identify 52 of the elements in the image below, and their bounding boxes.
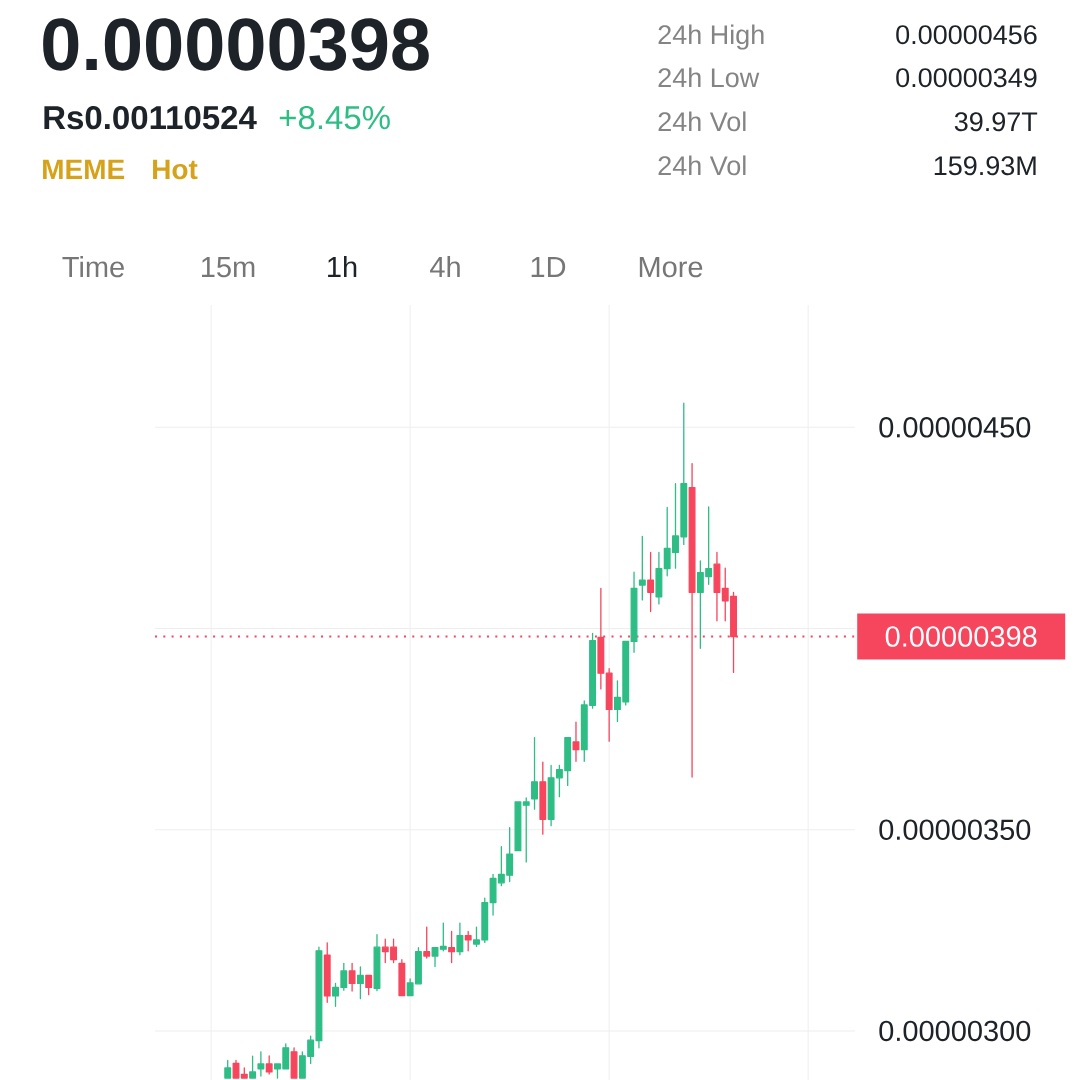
text: 1D	[531, 257, 566, 277]
candlestick	[547, 764, 555, 827]
text: 4h	[430, 255, 460, 277]
text: 24h High	[658, 24, 764, 50]
text: More	[639, 257, 703, 278]
text: 24h Vol	[658, 111, 746, 132]
candlestick	[224, 1059, 232, 1079]
text: Rs0.00110524	[44, 105, 257, 130]
candlestick	[423, 926, 431, 959]
candlestick	[531, 736, 538, 810]
candlestick	[655, 551, 663, 605]
candlestick	[514, 801, 522, 852]
text: 159.93M	[934, 156, 1036, 176]
y-tick-label: 0.00000300	[879, 1020, 1031, 1042]
candlestick	[232, 1059, 240, 1079]
candlestick	[398, 959, 406, 997]
ref-line-label: 0.00000398	[885, 626, 1037, 647]
candlestick	[464, 930, 472, 952]
text: 1h	[328, 255, 357, 277]
candlestick	[456, 922, 464, 956]
candlestick	[356, 966, 364, 1000]
chart-title: 0.00000398	[43, 18, 429, 71]
candlestick	[630, 571, 638, 653]
candlestick	[323, 942, 331, 1003]
candlestick	[647, 551, 655, 613]
text: 39.97T	[954, 112, 1038, 132]
candlestick	[572, 721, 580, 762]
text: Time	[62, 255, 124, 278]
candlestick	[249, 1055, 257, 1079]
candlestick	[365, 974, 373, 996]
text: 0.00000456	[896, 25, 1037, 45]
y-tick-label: 0.00000450	[879, 417, 1031, 438]
candlestick	[713, 551, 721, 622]
text: 15m	[202, 257, 255, 278]
candlestick	[373, 934, 381, 992]
text: Hot	[153, 159, 198, 180]
candlestick	[431, 946, 439, 968]
y-tick-label: 0.00000350	[879, 819, 1031, 840]
candlestick	[439, 922, 447, 952]
candlestick	[265, 1055, 273, 1075]
candlestick	[257, 1051, 265, 1077]
text: 0.00000349	[896, 68, 1037, 88]
candlestick	[348, 962, 356, 992]
candlestick	[688, 462, 696, 778]
text: 24h Low	[658, 67, 760, 88]
candlestick	[539, 761, 547, 835]
candlestick	[605, 668, 613, 742]
text: 24h Vol	[658, 155, 746, 176]
candlestick	[240, 1067, 248, 1079]
text: +8.45%	[279, 105, 390, 130]
text: MEME	[43, 159, 125, 179]
candlestick	[290, 1047, 298, 1079]
